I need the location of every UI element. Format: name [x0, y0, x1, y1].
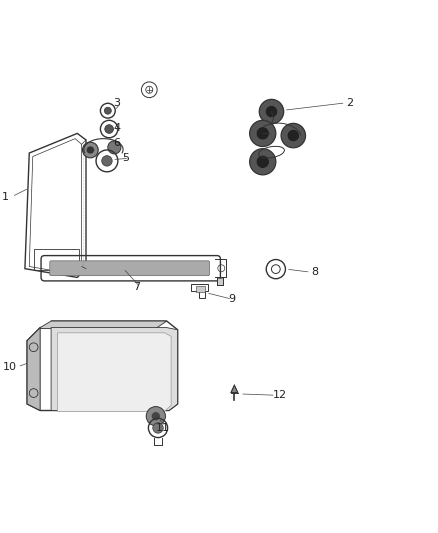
Circle shape — [104, 107, 111, 114]
Circle shape — [153, 423, 163, 433]
Circle shape — [108, 141, 121, 154]
Circle shape — [105, 125, 113, 133]
Circle shape — [146, 407, 166, 426]
FancyBboxPatch shape — [217, 278, 223, 285]
Text: 8: 8 — [311, 267, 319, 277]
Circle shape — [256, 127, 269, 140]
Text: 5: 5 — [122, 154, 129, 163]
Circle shape — [265, 106, 278, 118]
Text: 4: 4 — [113, 123, 120, 133]
Text: 9: 9 — [229, 294, 236, 304]
Circle shape — [102, 156, 112, 166]
Circle shape — [250, 120, 276, 147]
Circle shape — [281, 123, 306, 148]
Text: 10: 10 — [3, 362, 17, 372]
Polygon shape — [27, 328, 40, 410]
Text: 12: 12 — [273, 390, 287, 400]
Circle shape — [256, 155, 269, 168]
Polygon shape — [231, 385, 238, 393]
Text: 7: 7 — [133, 282, 140, 293]
Circle shape — [287, 130, 300, 142]
Polygon shape — [51, 328, 178, 410]
Text: 2: 2 — [346, 98, 353, 108]
Circle shape — [82, 142, 98, 158]
Circle shape — [259, 99, 284, 124]
Text: 1: 1 — [2, 192, 9, 201]
Circle shape — [152, 412, 160, 421]
Text: 6: 6 — [113, 138, 120, 148]
Text: 3: 3 — [113, 98, 120, 108]
Text: 11: 11 — [155, 423, 170, 433]
Circle shape — [250, 149, 276, 175]
Polygon shape — [40, 321, 167, 328]
Polygon shape — [196, 286, 205, 292]
Polygon shape — [58, 333, 171, 411]
Circle shape — [86, 146, 94, 154]
FancyBboxPatch shape — [50, 261, 209, 276]
